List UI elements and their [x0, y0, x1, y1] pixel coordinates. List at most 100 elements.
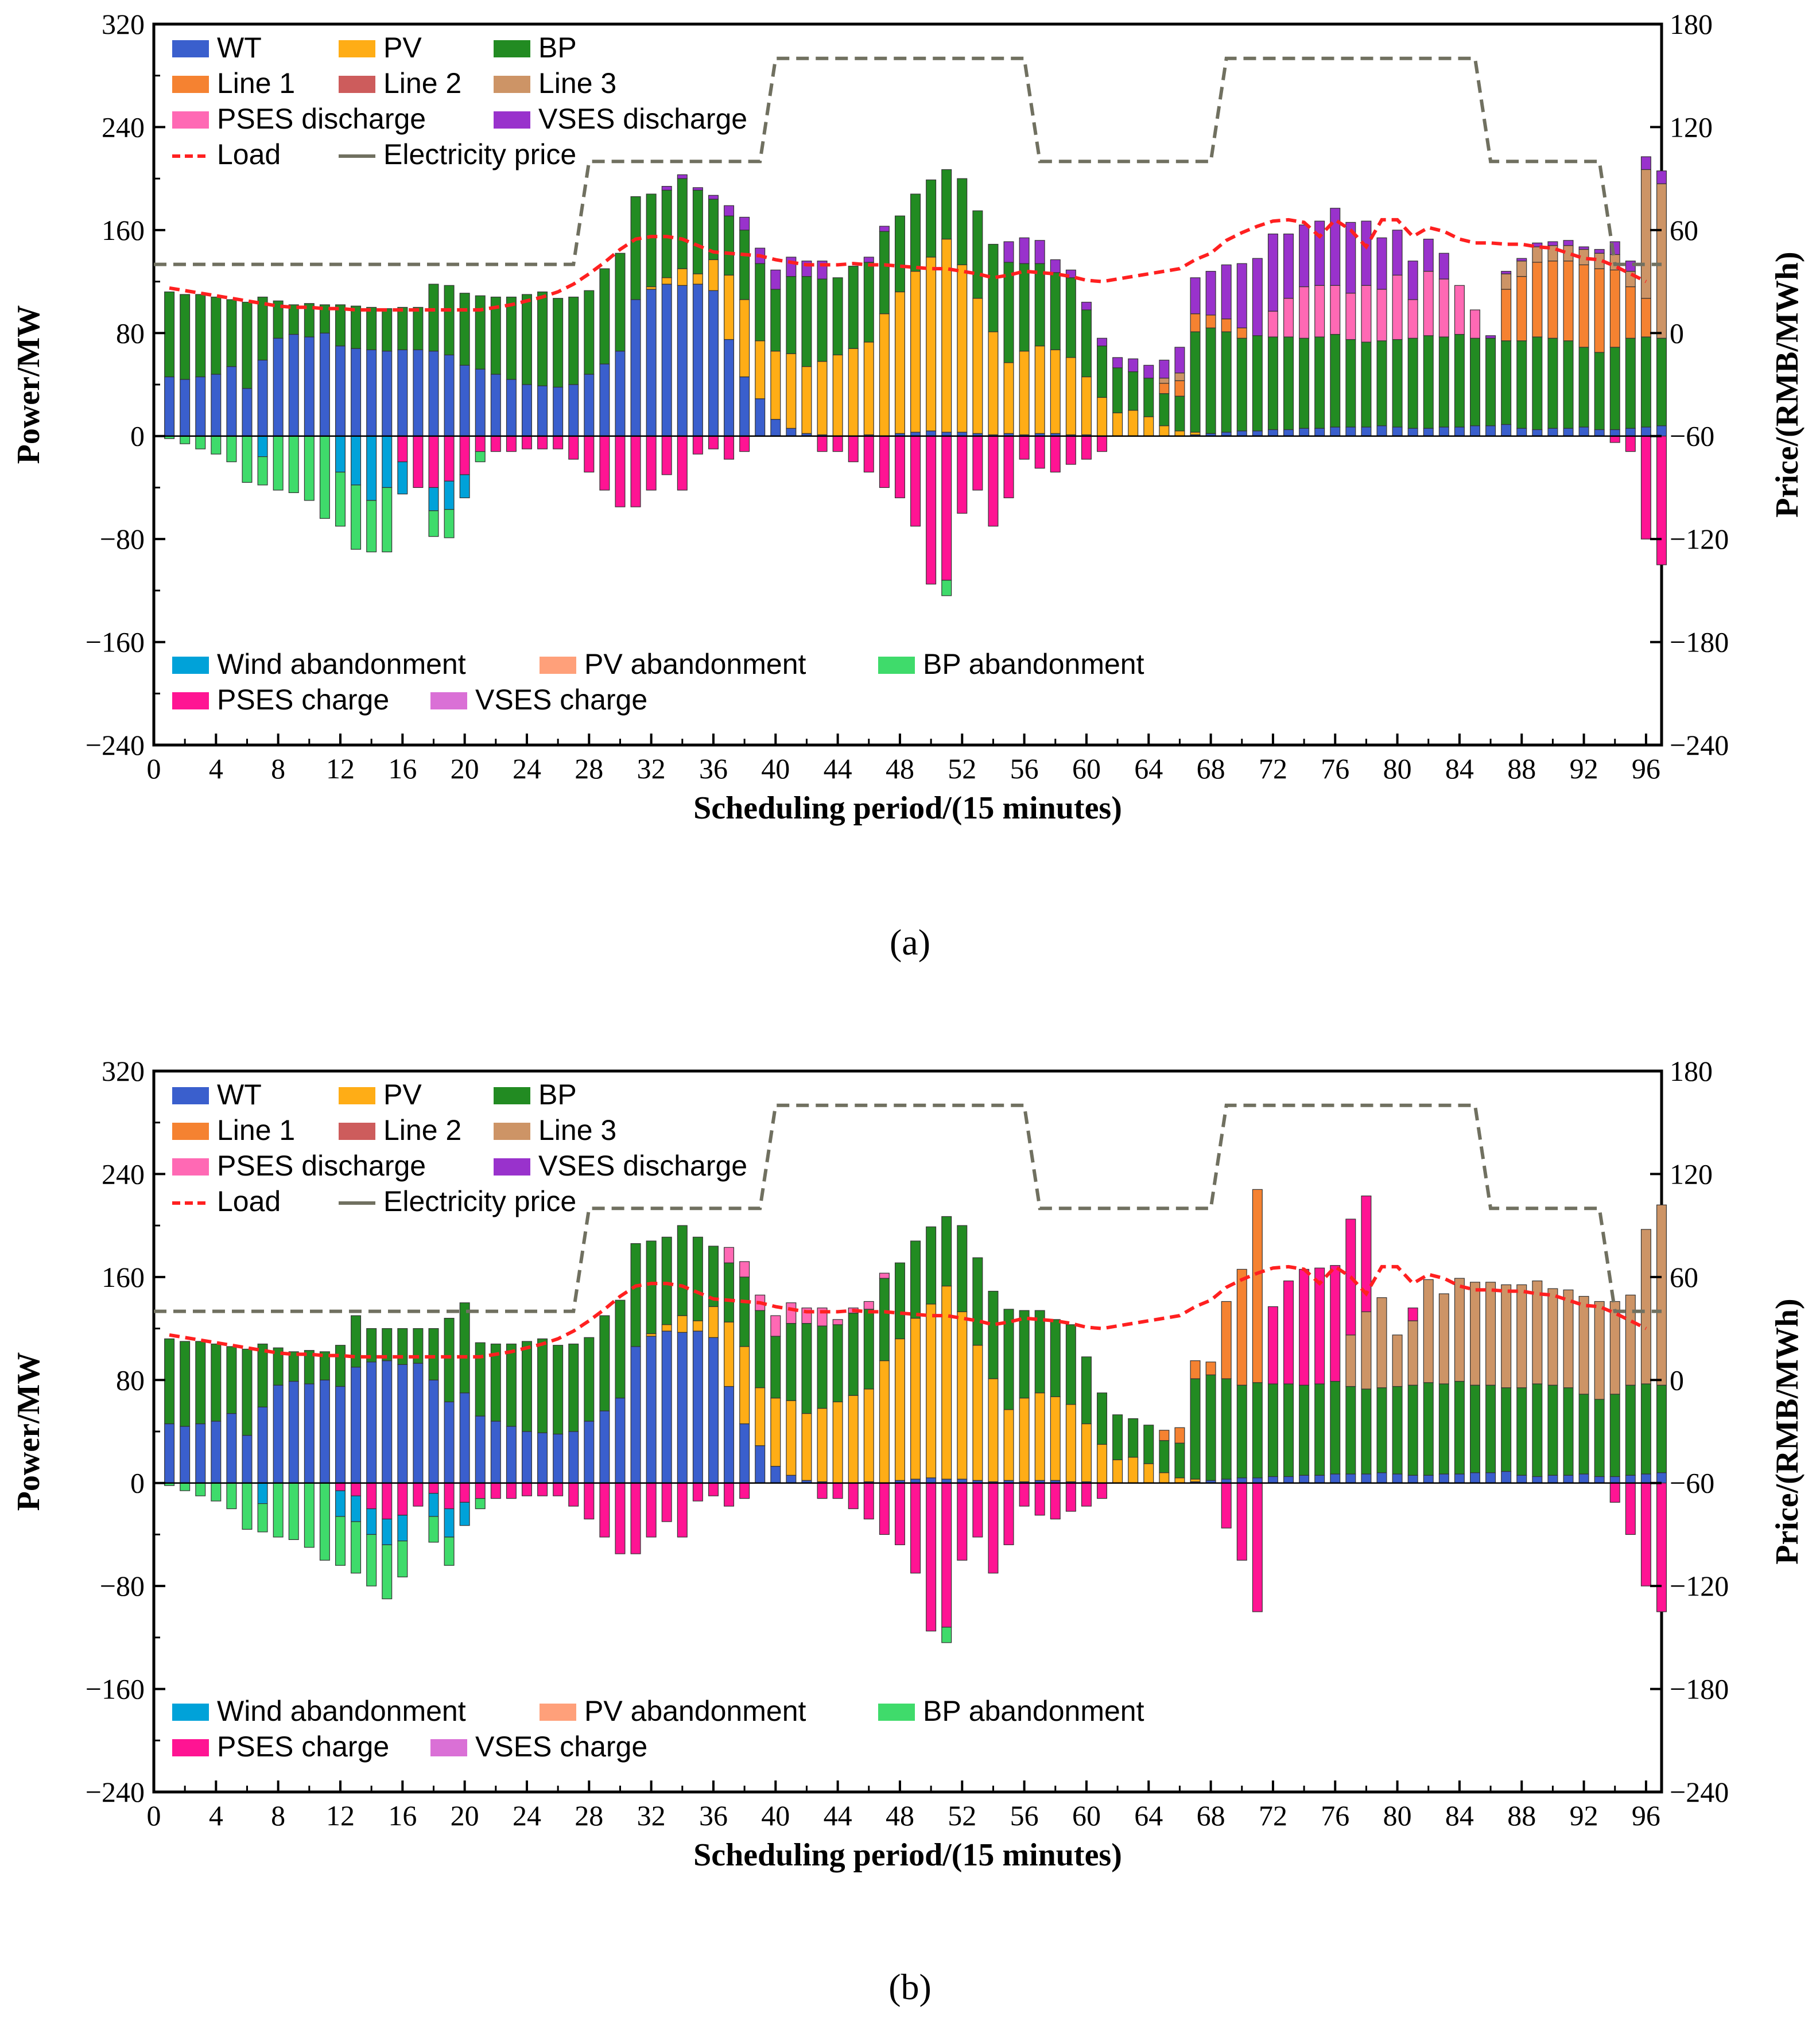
bar-pses_charge-61 [1097, 436, 1108, 452]
bar-bp-97 [1656, 1384, 1667, 1473]
x-tick-label: 0 [147, 752, 161, 785]
bar-vses_discharge-66 [1174, 347, 1185, 374]
bar-vses_discharge-91 [1563, 240, 1574, 246]
bar-bp-3 [195, 1341, 206, 1425]
bar-bp-77 [1345, 339, 1356, 428]
bar-vses_discharge-72 [1267, 233, 1278, 312]
x-tick-label: 68 [1197, 1799, 1225, 1832]
bar-pses_charge-30 [615, 436, 626, 507]
bar-wind_abandon-18 [428, 487, 439, 511]
bar-wt-37 [724, 1386, 735, 1484]
bar-bp-18 [428, 284, 439, 352]
bar-pses_charge-17 [413, 1483, 424, 1507]
bar-bp-57 [1034, 263, 1045, 347]
bar-wt-15 [382, 351, 393, 437]
bar-pv-58 [1050, 349, 1061, 434]
bar-wt-73 [1283, 429, 1294, 437]
bar-pv-46 [863, 1388, 874, 1483]
x-tick-label: 84 [1445, 752, 1474, 785]
bar-pv-56 [1019, 351, 1030, 436]
bar-wt-41 [786, 1475, 797, 1484]
bar-pv-34 [677, 1315, 688, 1333]
bar-bp-42 [801, 276, 812, 367]
bar-bp-47 [879, 231, 890, 315]
caption-b: (b) [888, 1966, 932, 2007]
bar-wt-92 [1578, 426, 1589, 437]
x-tick-label: 40 [761, 1799, 790, 1832]
bar-line1-70 [1236, 327, 1247, 339]
bar-pv-36 [708, 259, 719, 291]
x-tick-label: 88 [1507, 1799, 1536, 1832]
load-line [169, 1264, 1647, 1359]
bar-bp-57 [1034, 1310, 1045, 1394]
bar-wt-90 [1547, 1475, 1558, 1484]
bar-line1-69 [1221, 319, 1232, 332]
bar-bp-15 [382, 308, 393, 352]
bar-pv-49 [910, 1318, 921, 1480]
bar-bp-72 [1267, 336, 1278, 430]
bar-line3-84 [1454, 1278, 1465, 1382]
bar-line3-92 [1578, 1295, 1589, 1395]
bar-wind_abandon-14 [366, 1508, 377, 1535]
bar-wt-12 [335, 1386, 346, 1484]
bar-bp-36 [708, 1246, 719, 1308]
bar-wt-27 [568, 1431, 579, 1484]
bar-bp_abandon-51 [941, 580, 952, 596]
bar-wt-13 [351, 348, 362, 437]
bar-wt-71 [1252, 1477, 1263, 1484]
bar-wt-26 [553, 386, 564, 437]
y-tick-label: −80 [100, 523, 145, 555]
bar-bp-5 [226, 1346, 237, 1414]
bar-wind_abandon-20 [459, 1502, 470, 1526]
y-tick-label: −80 [100, 1570, 145, 1602]
legend-swatch-bp [494, 40, 530, 57]
bar-pses_charge-51 [941, 1483, 952, 1628]
bar-pses_charge-31 [630, 436, 641, 507]
bar-wt-91 [1563, 1475, 1574, 1484]
bar-bp-11 [319, 304, 330, 333]
bar-pv-33 [661, 277, 672, 285]
legend-label-pv_abandon: PV abandonment [584, 1695, 806, 1727]
bar-pses_charge-56 [1019, 1483, 1030, 1507]
bar-pses_charge-16 [397, 1483, 408, 1516]
legend-label-vses_charge: VSES charge [475, 684, 647, 716]
legend-swatch-vses_discharge [494, 1158, 530, 1176]
bar-bp_abandon-14 [366, 500, 377, 553]
bar-line3-96 [1640, 169, 1651, 299]
bar-vses_discharge-58 [1050, 259, 1061, 273]
bar-bp-75 [1314, 336, 1325, 429]
bar-pses_charge-75 [1314, 1267, 1325, 1384]
bar-pv-32 [646, 1333, 657, 1337]
bar-bp-8 [273, 1347, 284, 1386]
bar-pses_charge-21 [475, 1483, 486, 1499]
bar-wt-17 [413, 349, 424, 437]
bar-pses_charge-36 [708, 436, 719, 449]
legend-label-line1: Line 1 [217, 1114, 295, 1146]
bar-pses_charge-15 [382, 1483, 393, 1520]
bar-bp-20 [459, 293, 470, 366]
bar-pses_charge-50 [926, 436, 937, 585]
bar-bp-84 [1454, 333, 1465, 428]
bar-vses_discharge-35 [692, 187, 703, 191]
bar-wt-72 [1267, 1476, 1278, 1484]
bar-pv-45 [848, 348, 859, 437]
bar-pses_charge-26 [553, 436, 564, 449]
bar-wt-17 [413, 1363, 424, 1484]
bar-bp-84 [1454, 1380, 1465, 1475]
bar-wt-40 [770, 1465, 781, 1484]
bar-bp-29 [599, 1315, 610, 1411]
chart-panel-a: 0 4 8 12 16 20 24 28 32 36 40 44 48 52 56 60 64 68 72 76 80 8… [0, 0, 1820, 953]
legend-swatch-pv_abandon [540, 657, 576, 674]
y-tick-label: −160 [86, 1673, 145, 1705]
bar-pses_charge-50 [926, 1483, 937, 1632]
bar-bp-46 [863, 262, 874, 343]
x-tick-label: 20 [451, 1799, 479, 1832]
y-right-tick-label: 120 [1670, 111, 1713, 143]
bar-wt-22 [490, 1421, 501, 1484]
bar-pses_charge-69 [1221, 1483, 1232, 1529]
bar-pses_charge-58 [1050, 436, 1061, 473]
bar-wt-94 [1609, 429, 1620, 437]
bar-pses_discharge-77 [1345, 293, 1356, 340]
bar-pses_discharge-74 [1299, 286, 1310, 339]
bar-bp-69 [1221, 331, 1232, 433]
